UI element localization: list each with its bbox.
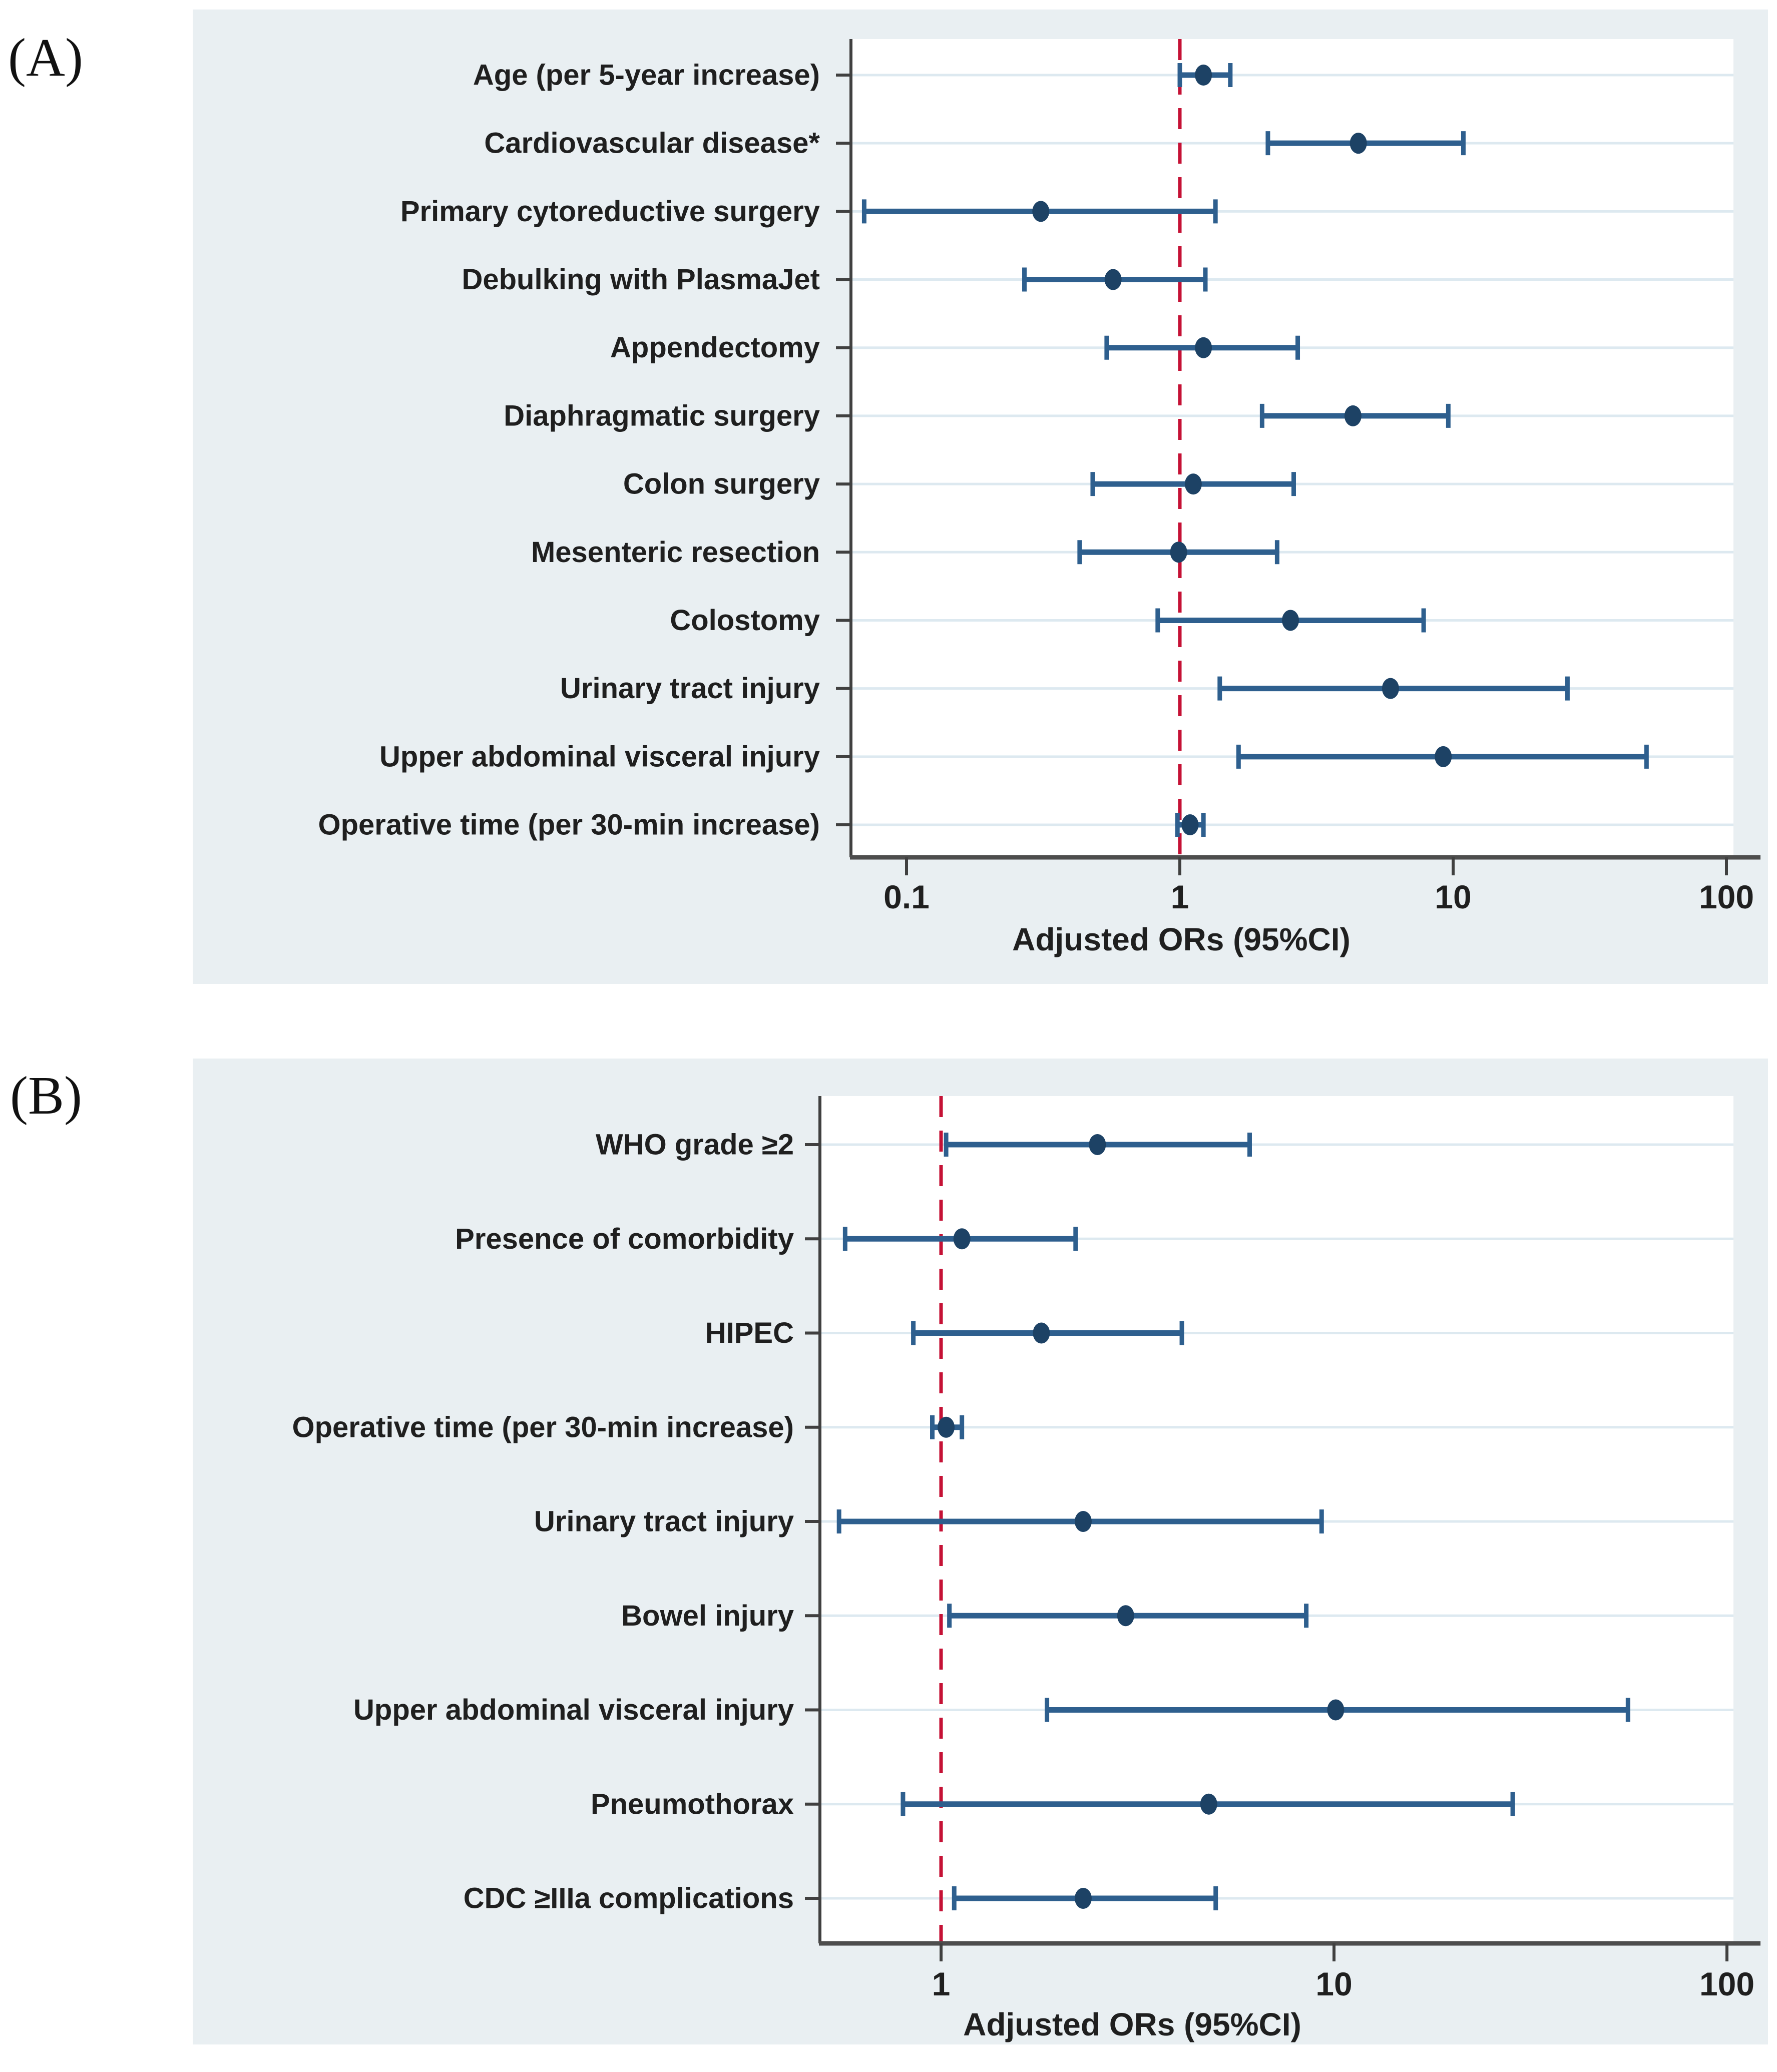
- forest-plot-panel-a: 0.1 1 10 100 Adjusted ORs (95%CI) Age (per 5-…: [193, 10, 1768, 984]
- or-marker: [1282, 610, 1299, 631]
- row-label: Upper abdominal visceral injury: [353, 1694, 794, 1726]
- row-label: Debulking with PlasmaJet: [462, 263, 820, 296]
- row-label: Operative time (per 30-min increase): [318, 809, 820, 841]
- row-label: Bowel injury: [621, 1600, 794, 1632]
- x-axis-tick-label: 0.1: [883, 878, 930, 915]
- or-marker: [1350, 133, 1367, 154]
- row-label: Pneumothorax: [591, 1788, 794, 1820]
- row-label: Urinary tract injury: [534, 1505, 794, 1538]
- or-marker: [1195, 337, 1212, 358]
- or-marker: [1382, 678, 1399, 699]
- row-label: HIPEC: [705, 1317, 794, 1349]
- or-marker: [1074, 1511, 1092, 1532]
- row-label: WHO grade ≥2: [596, 1129, 794, 1161]
- x-axis-tick-label: 1: [1171, 878, 1189, 915]
- or-marker: [1200, 1793, 1217, 1815]
- or-marker: [1117, 1605, 1134, 1627]
- x-axis-title: Adjusted ORs (95%CI): [963, 2006, 1301, 2042]
- row-label: Primary cytoreductive surgery: [400, 195, 820, 228]
- x-axis-title: Adjusted ORs (95%CI): [1012, 921, 1351, 957]
- x-axis-tick-label: 100: [1699, 1965, 1754, 2002]
- row-label: Presence of comorbidity: [455, 1223, 794, 1255]
- or-marker: [1032, 201, 1050, 222]
- panel-b-letter: (B): [10, 1066, 82, 1126]
- forest-plot-b-canvas: 1 10 100 Adjusted ORs (95%CI) WHO grade ≥2 Pr…: [193, 1059, 1768, 2044]
- or-marker: [1104, 269, 1122, 290]
- or-marker: [1074, 1888, 1092, 1909]
- or-marker: [1435, 746, 1452, 767]
- row-label: Age (per 5-year increase): [473, 59, 820, 92]
- plot-area: [851, 39, 1733, 857]
- forest-plot-a-canvas: 0.1 1 10 100 Adjusted ORs (95%CI) Age (per 5-…: [193, 10, 1768, 984]
- x-axis-tick-label: 10: [1435, 878, 1471, 915]
- or-marker: [1181, 814, 1199, 835]
- x-axis-tick-label: 1: [932, 1965, 951, 2002]
- or-marker: [1344, 405, 1362, 426]
- forest-plot-panel-b: 1 10 100 Adjusted ORs (95%CI) WHO grade ≥2 Pr…: [193, 1059, 1768, 2044]
- row-label: Colon surgery: [623, 468, 820, 500]
- or-marker: [1327, 1699, 1345, 1721]
- or-marker: [1033, 1322, 1050, 1344]
- row-label: Urinary tract injury: [560, 672, 820, 705]
- x-axis-tick-label: 100: [1699, 878, 1754, 915]
- or-marker: [1170, 542, 1187, 563]
- row-label: Upper abdominal visceral injury: [379, 740, 820, 773]
- panel-a-letter: (A): [8, 28, 83, 88]
- row-label: Cardiovascular disease*: [484, 127, 820, 160]
- row-label: Colostomy: [670, 604, 820, 637]
- row-label: Mesenteric resection: [531, 536, 820, 569]
- x-axis-tick-label: 10: [1315, 1965, 1352, 2002]
- or-marker: [953, 1228, 971, 1250]
- row-label: Diaphragmatic surgery: [504, 399, 820, 432]
- or-marker: [1184, 473, 1202, 495]
- or-marker: [1195, 65, 1212, 86]
- row-label: Appendectomy: [610, 331, 820, 364]
- row-label: Operative time (per 30-min increase): [292, 1411, 794, 1443]
- row-label: CDC ≥IIIa complications: [464, 1882, 794, 1915]
- or-marker: [938, 1416, 955, 1438]
- or-marker: [1089, 1134, 1106, 1155]
